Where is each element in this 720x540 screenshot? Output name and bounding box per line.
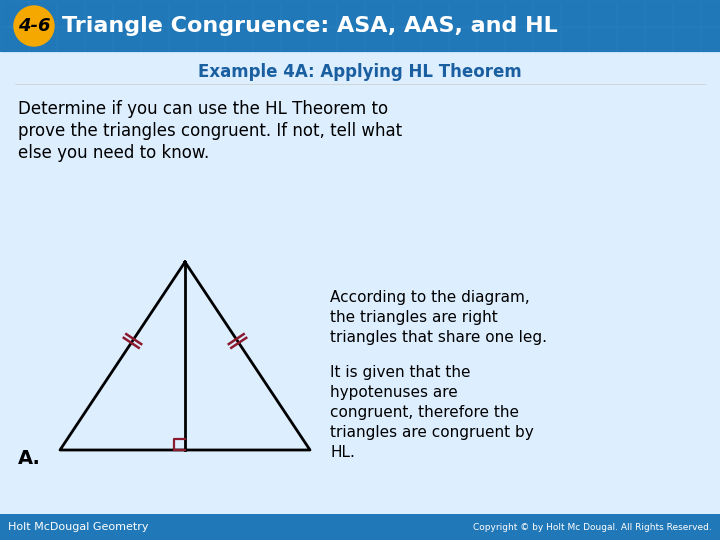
Text: triangles are congruent by: triangles are congruent by [330,425,534,440]
FancyBboxPatch shape [0,52,720,514]
Text: Triangle Congruence: ASA, AAS, and HL: Triangle Congruence: ASA, AAS, and HL [62,16,558,36]
Text: It is given that the: It is given that the [330,365,470,380]
Text: 4-6: 4-6 [18,17,50,35]
Text: A.: A. [18,449,41,468]
Text: prove the triangles congruent. If not, tell what: prove the triangles congruent. If not, t… [18,122,402,140]
FancyBboxPatch shape [0,0,720,52]
Text: Example 4A: Applying HL Theorem: Example 4A: Applying HL Theorem [198,63,522,81]
Text: the triangles are right: the triangles are right [330,310,498,325]
Text: Copyright © by Holt Mc Dougal. All Rights Reserved.: Copyright © by Holt Mc Dougal. All Right… [473,523,712,531]
Text: HL.: HL. [330,445,355,460]
Text: congruent, therefore the: congruent, therefore the [330,405,519,420]
Circle shape [14,6,54,46]
Text: hypotenuses are: hypotenuses are [330,385,458,400]
Text: else you need to know.: else you need to know. [18,144,210,162]
Text: triangles that share one leg.: triangles that share one leg. [330,330,547,345]
Text: According to the diagram,: According to the diagram, [330,290,530,305]
FancyBboxPatch shape [0,514,720,540]
Text: Determine if you can use the HL Theorem to: Determine if you can use the HL Theorem … [18,100,388,118]
Text: Holt McDougal Geometry: Holt McDougal Geometry [8,522,148,532]
